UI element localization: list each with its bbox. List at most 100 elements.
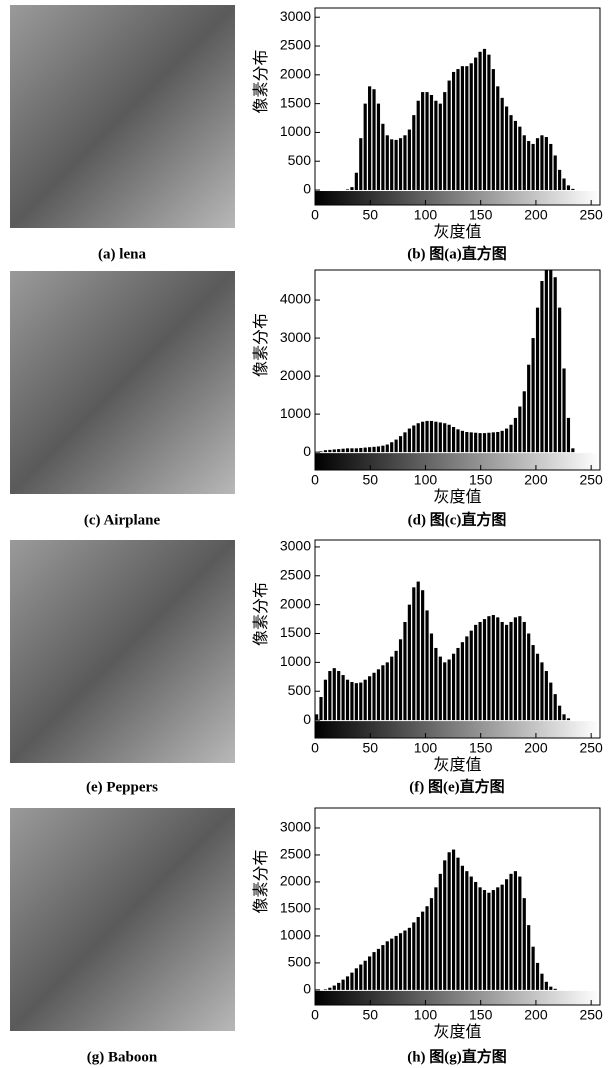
y-tick-label: 2000 (280, 367, 311, 383)
bar (469, 876, 473, 990)
x-tick-label: 50 (362, 740, 378, 756)
bar (345, 976, 350, 990)
bar (562, 368, 566, 453)
bar (549, 682, 553, 721)
bar (522, 898, 526, 990)
y-axis-label: 像素分布 (252, 49, 270, 113)
y-tick-label: 4000 (280, 291, 311, 307)
bar (469, 630, 473, 721)
bar (390, 656, 394, 721)
bar (513, 617, 518, 721)
x-tick-label: 200 (524, 472, 548, 488)
bar (354, 683, 358, 721)
bar (385, 444, 389, 453)
bar (438, 103, 442, 191)
y-tick-label: 0 (303, 711, 311, 727)
bar (368, 956, 372, 990)
x-tick-label: 250 (579, 207, 603, 223)
bar (363, 103, 367, 191)
bar (513, 417, 518, 453)
bar (566, 718, 571, 721)
bar (429, 898, 434, 990)
y-axis-label: 像素分布 (252, 313, 270, 377)
bar (509, 621, 513, 721)
bar (522, 135, 526, 191)
bar (443, 423, 447, 453)
bar (505, 428, 509, 453)
x-tick-label: 200 (524, 1007, 548, 1023)
bar (460, 865, 464, 990)
bar (544, 270, 548, 453)
bar (460, 430, 464, 453)
bar (465, 66, 469, 191)
bar (500, 97, 504, 191)
chart-caption: (b) 图(a)直方图 (407, 244, 507, 262)
bar (531, 645, 535, 721)
x-axis-label: 灰度值 (433, 223, 481, 241)
x-tick-label: 100 (414, 1007, 438, 1023)
bar (553, 988, 557, 990)
bar (447, 424, 451, 453)
y-tick-label: 3000 (280, 329, 311, 345)
bar (469, 63, 473, 191)
bar (456, 857, 460, 990)
bar (328, 987, 332, 990)
bar (518, 616, 522, 721)
bar (363, 679, 367, 721)
y-tick-label: 0 (303, 981, 311, 997)
bar (518, 876, 522, 990)
bar (345, 679, 350, 721)
x-tick-label: 0 (311, 472, 319, 488)
bar (451, 653, 456, 721)
bar (496, 86, 500, 191)
bar (368, 676, 372, 721)
x-tick-label: 250 (579, 1007, 603, 1023)
x-axis-label: 灰度值 (433, 756, 481, 774)
bar (447, 852, 451, 990)
bar (381, 445, 385, 453)
bar (372, 672, 376, 721)
x-tick-label: 150 (469, 207, 493, 223)
bar (323, 450, 328, 453)
bar (451, 427, 456, 453)
x-axis-label: 灰度值 (433, 488, 481, 506)
bar (350, 972, 354, 990)
bar (376, 446, 381, 453)
bar (345, 189, 350, 191)
bar (341, 979, 345, 990)
bar (474, 624, 478, 721)
bar (544, 137, 548, 191)
bar (341, 448, 345, 453)
bar (394, 935, 398, 990)
bar (359, 447, 363, 453)
bar (491, 890, 495, 990)
y-tick-label: 3000 (280, 538, 311, 554)
y-tick-label: 2500 (280, 37, 311, 53)
x-tick-label: 100 (414, 472, 438, 488)
bar (416, 917, 420, 990)
bar (540, 662, 544, 721)
bar (500, 430, 504, 453)
bar (376, 669, 381, 721)
bar (496, 887, 500, 990)
bar (443, 662, 447, 721)
bar (403, 930, 407, 990)
y-tick-label: 2500 (280, 846, 311, 862)
bar (390, 139, 394, 191)
bar (553, 277, 557, 453)
bar (425, 610, 429, 721)
x-tick-label: 100 (414, 740, 438, 756)
bar (385, 662, 389, 721)
bar (412, 115, 416, 191)
bar (562, 714, 566, 721)
bar (416, 581, 420, 721)
bar (496, 431, 500, 453)
bar (478, 433, 482, 453)
bar (434, 100, 438, 191)
bar (553, 155, 557, 191)
bar (315, 714, 319, 721)
bar (359, 682, 363, 721)
bar (456, 647, 460, 721)
y-tick-label: 1500 (280, 94, 311, 110)
gray-scale-bar (315, 453, 600, 470)
